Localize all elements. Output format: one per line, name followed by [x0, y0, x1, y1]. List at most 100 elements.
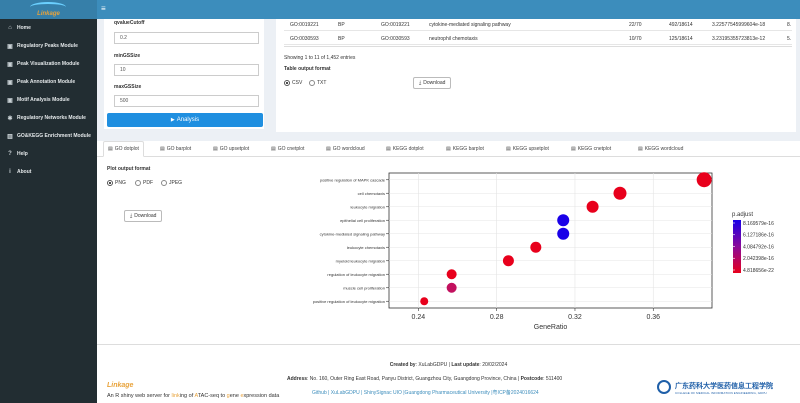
university-name-en: COLLEGE OF MEDICAL INFORMATION ENGINEERI… [675, 391, 767, 395]
table-format-title: Table output format [284, 66, 331, 72]
analysis-button[interactable]: ▶ Analysis [107, 113, 263, 127]
sidebar-item-label: Regulatory Networks Module [17, 115, 86, 121]
address: No. 160, Outer Ring East Road, Panyu Dis… [309, 376, 517, 382]
chart-icon: ▤ [506, 146, 511, 152]
sidebar-item-label: Help [17, 151, 28, 157]
chart-icon: ▥ [7, 133, 13, 140]
radio-label: TXT [317, 80, 327, 86]
plot-format-png[interactable]: PNG [107, 180, 126, 186]
table-cell: 3.22577545999604e-18 [712, 22, 766, 28]
download-label: Download [423, 80, 446, 86]
radio-icon [135, 180, 141, 186]
sidebar-item-label: Home [17, 25, 31, 31]
sidebar-item-motif-analysis-module[interactable]: ▣ Motif Analysis Module [0, 91, 97, 109]
sidebar-item-label: Motif Analysis Module [17, 97, 70, 103]
data-point [696, 172, 712, 188]
table-format-csv[interactable]: CSV [284, 80, 302, 86]
address-line: Address: No. 160, Outer Ring East Road, … [287, 376, 563, 382]
sidebar-item-go-kegg-enrichment-module[interactable]: ▥ GO&KEGG Enrichment Module [0, 127, 97, 145]
table-format-txt[interactable]: TXT [309, 80, 326, 86]
legend-label: 8.169579e-16 [743, 221, 774, 227]
qvalue-label: qvalueCutoff [114, 20, 145, 26]
last-update-label: Last update [451, 362, 480, 368]
plot-format-pdf[interactable]: PDF [135, 180, 153, 186]
plot-format-title: Plot output format [107, 166, 151, 172]
plot-download-button[interactable]: ⤓ Download [124, 210, 163, 222]
cube-icon: ▣ [7, 97, 13, 104]
results-table[interactable]: GO:0019221 BP GO:0019221 cytokine-mediated … [284, 19, 792, 47]
tab-kegg-dotplot[interactable]: ▤ KEGG dotplot [382, 141, 428, 157]
min-gssize-input[interactable]: 10 [114, 64, 259, 76]
sidebar-item-about[interactable]: i About [0, 163, 97, 181]
tab-go-dotplot[interactable]: ▤ GO dotplot [103, 141, 144, 157]
legend-label: 2.042398e-16 [743, 256, 774, 262]
qvalue-input[interactable]: 0.2 [114, 32, 259, 44]
sidebar-item-peak-annotation-module[interactable]: ▣ Peak Annotation Module [0, 73, 97, 91]
table-cell: GO:0030593 [290, 36, 319, 42]
postcode: 511400 [545, 376, 563, 382]
chart-icon: ▤ [160, 146, 165, 152]
legend-label: 4.084792e-16 [743, 244, 774, 250]
radio-icon [161, 180, 167, 186]
address-label: Address [287, 376, 308, 382]
table-cell: cytokine-mediated signaling pathway [429, 22, 511, 28]
tab-kegg-cnetplot[interactable]: ▤ KEGG cnetplot [567, 141, 615, 157]
max-gssize-input[interactable]: 500 [114, 95, 259, 107]
tab-label: KEGG cnetplot [577, 146, 612, 152]
tab-kegg-wordcloud[interactable]: ▤ KEGG wordcloud [634, 141, 687, 157]
legend-label: 6.127186e-16 [743, 233, 774, 239]
table-cell: 492/18614 [669, 22, 693, 28]
cube-icon: ▣ [7, 43, 13, 50]
data-point [613, 186, 627, 200]
tab-label: GO upsetplot [219, 146, 250, 152]
sidebar: Linkage ⌂ Home ▣ Regulatory Peaks Module ▣ Pe… [0, 0, 97, 403]
sidebar-item-label: Regulatory Peaks Module [17, 43, 78, 49]
sidebar-item-regulatory-peaks-module[interactable]: ▣ Regulatory Peaks Module [0, 37, 97, 55]
plot-format-jpeg[interactable]: JPEG [161, 180, 182, 186]
footer-links[interactable]: Github | XuLabGDPU | ShinySignac UIO |Gu… [312, 390, 539, 396]
sidebar-item-regulatory-networks-module[interactable]: ✱ Regulatory Networks Module [0, 109, 97, 127]
tab-label: GO cnetplot [277, 146, 305, 152]
chart-icon: ▤ [326, 146, 331, 152]
tab-go-cnetplot[interactable]: ▤ GO cnetplot [267, 141, 308, 157]
download-icon: ⤓ [130, 213, 133, 219]
plot-area [388, 172, 713, 309]
table-info: Showing 1 to 11 of 1,452 entries [284, 55, 356, 61]
y-tick-label: cytokine-mediated signaling pathway [320, 231, 385, 236]
sidebar-item-home[interactable]: ⌂ Home [0, 19, 97, 37]
y-tick-label: muscle cell proliferation [343, 285, 385, 290]
sidebar-item-label: GO&KEGG Enrichment Module [17, 133, 91, 139]
logo[interactable]: Linkage [0, 0, 97, 19]
tab-label: KEGG upsetplot [512, 146, 549, 152]
tab-kegg-barplot[interactable]: ▤ KEGG barplot [442, 141, 488, 157]
gear-icon: ✱ [7, 115, 13, 122]
table-download-button[interactable]: ⤓ Download [413, 77, 452, 89]
table-cell: 22/70 [629, 22, 642, 28]
tab-go-wordcloud[interactable]: ▤ GO wordcloud [322, 141, 369, 157]
table-cell: neutrophil chemotaxis [429, 36, 478, 42]
menu-toggle-icon[interactable]: ≡ [101, 4, 106, 13]
x-tick-label: 0.28 [490, 314, 504, 321]
data-point [557, 227, 570, 240]
sidebar-item-peak-visualization-module[interactable]: ▣ Peak Visualization Module [0, 55, 97, 73]
tab-go-upsetplot[interactable]: ▤ GO upsetplot [209, 141, 253, 157]
chart-icon: ▤ [271, 146, 276, 152]
sidebar-item-label: Peak Visualization Module [17, 61, 80, 67]
tab-label: GO dotplot [114, 146, 139, 152]
tab-go-barplot[interactable]: ▤ GO barplot [156, 141, 195, 157]
credit-line: Created by: XuLabGDPU | Last update: 20/… [389, 362, 508, 368]
created-by-label: Created by [389, 362, 416, 368]
y-tick-label: positive regulation of MAPK cascade [320, 177, 386, 182]
table-cell: GO:0019221 [381, 22, 410, 28]
legend-title: p.adjust [732, 212, 753, 218]
tab-label: GO wordcloud [332, 146, 365, 152]
radio-icon [309, 80, 315, 86]
chart-icon: ▤ [386, 146, 391, 152]
sidebar-item-help[interactable]: ? Help [0, 145, 97, 163]
table-row[interactable]: GO:0019221 BP GO:0019221 cytokine-mediated … [284, 19, 792, 31]
tab-kegg-upsetplot[interactable]: ▤ KEGG upsetplot [502, 141, 553, 157]
tagline: An R shiny web server for linking of ATA… [107, 393, 280, 399]
logo-arc-icon [30, 2, 66, 12]
table-row[interactable]: GO:0030593 BP GO:0030593 neutrophil chemota… [284, 33, 792, 45]
university-name: 广东药科大学医药信息工程学院 [675, 383, 773, 390]
